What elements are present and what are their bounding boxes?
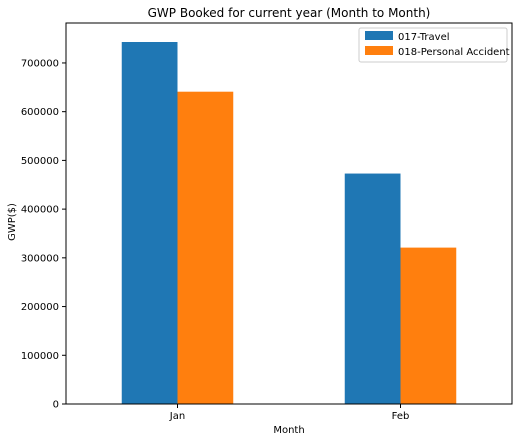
- bar-feb-series-1: [400, 247, 457, 404]
- y-tick-label: 600000: [21, 107, 59, 118]
- plot-frame: [65, 22, 513, 405]
- y-axis-label: GWP($): [7, 203, 18, 241]
- legend-label-travel: 017-Travel: [398, 32, 450, 43]
- bar-feb-series-0: [344, 173, 401, 404]
- legend-box: [358, 27, 508, 63]
- x-axis-label: Month: [273, 425, 304, 436]
- legend-label-personal-accident: 018-Personal Accident: [398, 47, 510, 58]
- legend: 017-Travel 018-Personal Accident: [358, 27, 510, 63]
- x-tick-label: Jan: [169, 411, 185, 422]
- y-tick-label: 100000: [21, 351, 59, 362]
- y-tick-label: 200000: [21, 302, 59, 313]
- legend-swatch-travel: [365, 31, 393, 40]
- chart-title: GWP Booked for current year (Month to Mo…: [148, 6, 431, 20]
- y-tick-label: 400000: [21, 205, 59, 216]
- bar-jan-series-0: [121, 42, 178, 404]
- y-tick-label: 700000: [21, 58, 59, 69]
- y-tick-label: 0: [53, 400, 59, 411]
- bar-jan-series-1: [177, 91, 234, 404]
- legend-swatch-personal-accident: [365, 46, 393, 55]
- y-tick-label: 300000: [21, 253, 59, 264]
- x-tick-label: Feb: [392, 411, 410, 422]
- y-tick-label: 500000: [21, 156, 59, 167]
